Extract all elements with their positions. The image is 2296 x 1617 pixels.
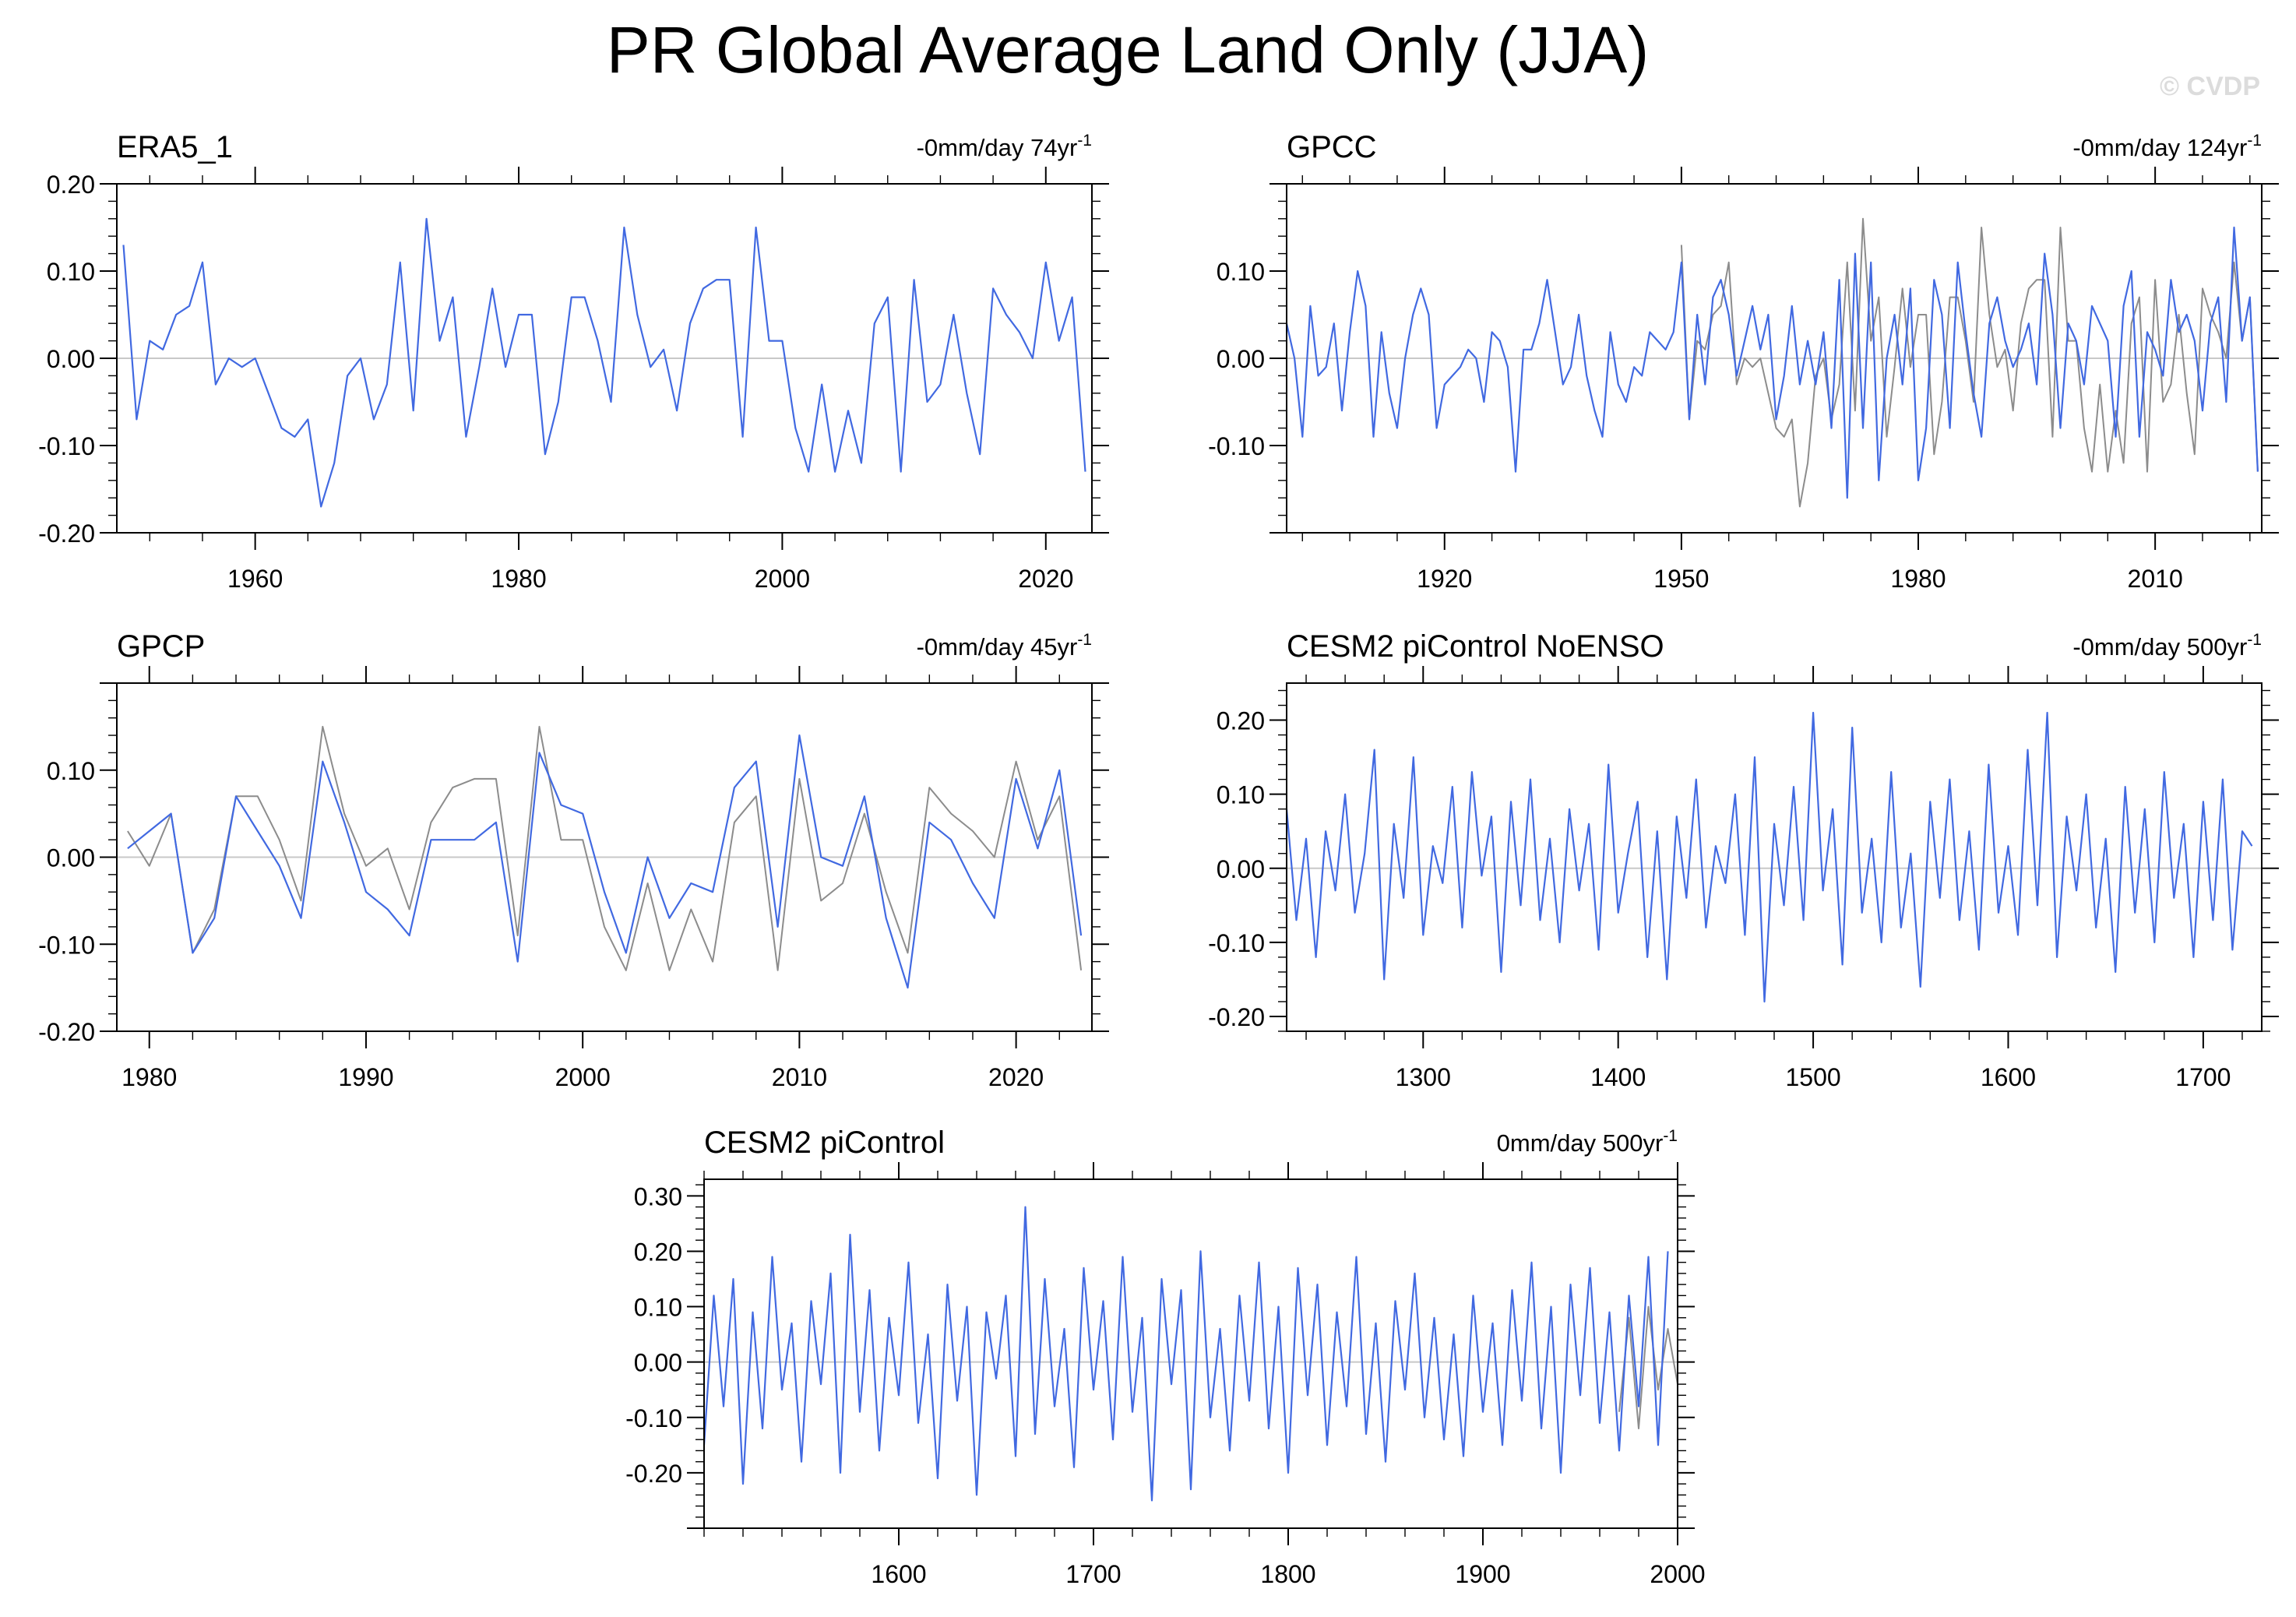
- panel-title-gpcp: GPCP: [117, 629, 205, 664]
- x-tick-label-gpcp: 2020: [988, 1063, 1044, 1091]
- y-tick-label-era5: 0.10: [47, 258, 95, 286]
- y-tick-label-gpcp: -0.20: [38, 1018, 95, 1046]
- x-tick-label-gpcp: 2000: [555, 1063, 611, 1091]
- y-tick-label-gpcc: 0.00: [1217, 345, 1265, 373]
- trend-exponent-gpcp: -1: [1077, 631, 1092, 649]
- x-tick-label-gpcc: 1950: [1653, 565, 1709, 593]
- y-tick-label-era5: 0.00: [47, 345, 95, 373]
- y-tick-label-cesm2: 0.00: [634, 1349, 682, 1377]
- y-tick-label-cesm2: 0.30: [634, 1182, 682, 1210]
- x-tick-label-cesm2-noenso: 1300: [1396, 1063, 1451, 1091]
- trend-label-gpcp: -0mm/day 45yr-1: [917, 631, 1092, 661]
- panel-gpcp: GPCP -0mm/day 45yr-1 -0.20 -0.10 0.00 0.10 198…: [38, 629, 1109, 1091]
- x-tick-label-gpcp: 1980: [121, 1063, 177, 1091]
- y-tick-label-gpcp: -0.10: [38, 931, 95, 959]
- series-line-cesm2-primary: [704, 1206, 1669, 1502]
- plot-frame-cesm2-noenso: [1286, 682, 2263, 1032]
- trend-label-gpcc: -0mm/day 124yr-1: [2072, 132, 2262, 161]
- watermark: © CVDP: [2160, 72, 2260, 101]
- plot-frame-cesm2: [703, 1178, 1678, 1529]
- trend-exponent-cesm2-noenso: -1: [2247, 631, 2262, 649]
- trend-label-cesm2-noenso: -0mm/day 500yr-1: [2072, 631, 2262, 661]
- main-title: PR Global Average Land Only (JJA): [606, 13, 1650, 86]
- x-tick-label-gpcc: 1920: [1417, 565, 1472, 593]
- x-tick-label-cesm2: 1600: [871, 1560, 926, 1588]
- series-line-cesm2-noenso-primary: [1287, 711, 2253, 1003]
- panel-cesm2-noenso: CESM2 piControl NoENSO -0mm/day 500yr-1 -0…: [1208, 629, 2279, 1091]
- x-tick-label-era5: 2000: [755, 565, 810, 593]
- x-tick-label-cesm2: 1700: [1065, 1560, 1121, 1588]
- trend-exponent-cesm2: -1: [1663, 1127, 1678, 1145]
- panel-title-cesm2: CESM2 piControl: [704, 1126, 945, 1160]
- x-tick-label-cesm2-noenso: 1500: [1785, 1063, 1840, 1091]
- y-tick-label-gpcc: -0.10: [1208, 432, 1265, 460]
- panel-title-cesm2-noenso: CESM2 piControl NoENSO: [1287, 629, 1664, 664]
- panel-cesm2: CESM2 piControl 0mm/day 500yr-1 -0.20 -0.10…: [625, 1126, 1706, 1588]
- y-tick-label-cesm2: -0.20: [625, 1460, 682, 1488]
- trend-exponent-era5: -1: [1077, 132, 1092, 150]
- series-line-gpcc-primary: [1287, 226, 2259, 499]
- x-tick-label-gpcc: 1980: [1890, 565, 1946, 593]
- panel-title-gpcc: GPCC: [1287, 130, 1377, 164]
- y-tick-label-cesm2-noenso: -0.20: [1208, 1003, 1265, 1031]
- x-tick-label-gpcp: 2010: [772, 1063, 827, 1091]
- x-tick-label-cesm2-noenso: 1600: [1981, 1063, 2036, 1091]
- series-line-era5-primary: [122, 217, 1086, 508]
- x-tick-label-era5: 1960: [227, 565, 283, 593]
- y-tick-label-gpcc: 0.10: [1217, 258, 1265, 286]
- trend-exponent-gpcc: -1: [2247, 132, 2262, 150]
- x-tick-label-cesm2: 2000: [1650, 1560, 1705, 1588]
- y-tick-label-era5: -0.20: [38, 520, 95, 548]
- trend-label-era5: -0mm/day 74yr-1: [917, 132, 1092, 161]
- series-line-gpcp-secondary: [127, 725, 1083, 971]
- y-tick-label-era5: -0.10: [38, 432, 95, 460]
- panel-era5: ERA5_1 -0mm/day 74yr-1 -0.20 -0.10 0.00 0.10 0…: [38, 130, 1109, 593]
- y-tick-label-gpcp: 0.00: [47, 844, 95, 872]
- x-tick-label-cesm2-noenso: 1700: [2175, 1063, 2231, 1091]
- x-tick-label-era5: 2020: [1018, 565, 1073, 593]
- series-line-gpcp-primary: [127, 734, 1083, 989]
- series-line-cesm2-secondary: [1618, 1305, 1678, 1429]
- trend-label-cesm2: 0mm/day 500yr-1: [1497, 1127, 1678, 1157]
- x-tick-label-gpcc: 2010: [2128, 565, 2183, 593]
- y-tick-label-gpcp: 0.10: [47, 757, 95, 785]
- x-tick-label-cesm2-noenso: 1400: [1590, 1063, 1646, 1091]
- y-tick-label-cesm2-noenso: 0.10: [1217, 781, 1265, 809]
- x-tick-label-gpcp: 1990: [338, 1063, 393, 1091]
- panel-gpcc: GPCC -0mm/day 124yr-1 -0.10 0.00 0.10 1920 195…: [1208, 130, 2279, 593]
- y-tick-label-cesm2-noenso: -0.10: [1208, 929, 1265, 957]
- y-tick-label-cesm2: 0.20: [634, 1238, 682, 1266]
- y-tick-label-cesm2: 0.10: [634, 1294, 682, 1322]
- y-tick-label-cesm2: -0.10: [625, 1404, 682, 1432]
- x-tick-label-cesm2: 1800: [1260, 1560, 1315, 1588]
- y-tick-label-era5: 0.20: [47, 171, 95, 199]
- x-tick-label-era5: 1980: [491, 565, 546, 593]
- x-tick-label-cesm2: 1900: [1455, 1560, 1510, 1588]
- y-tick-label-cesm2-noenso: 0.00: [1217, 855, 1265, 883]
- panel-title-era5: ERA5_1: [117, 130, 233, 164]
- series-line-gpcc-secondary: [1680, 217, 2259, 508]
- y-tick-label-cesm2-noenso: 0.20: [1217, 707, 1265, 735]
